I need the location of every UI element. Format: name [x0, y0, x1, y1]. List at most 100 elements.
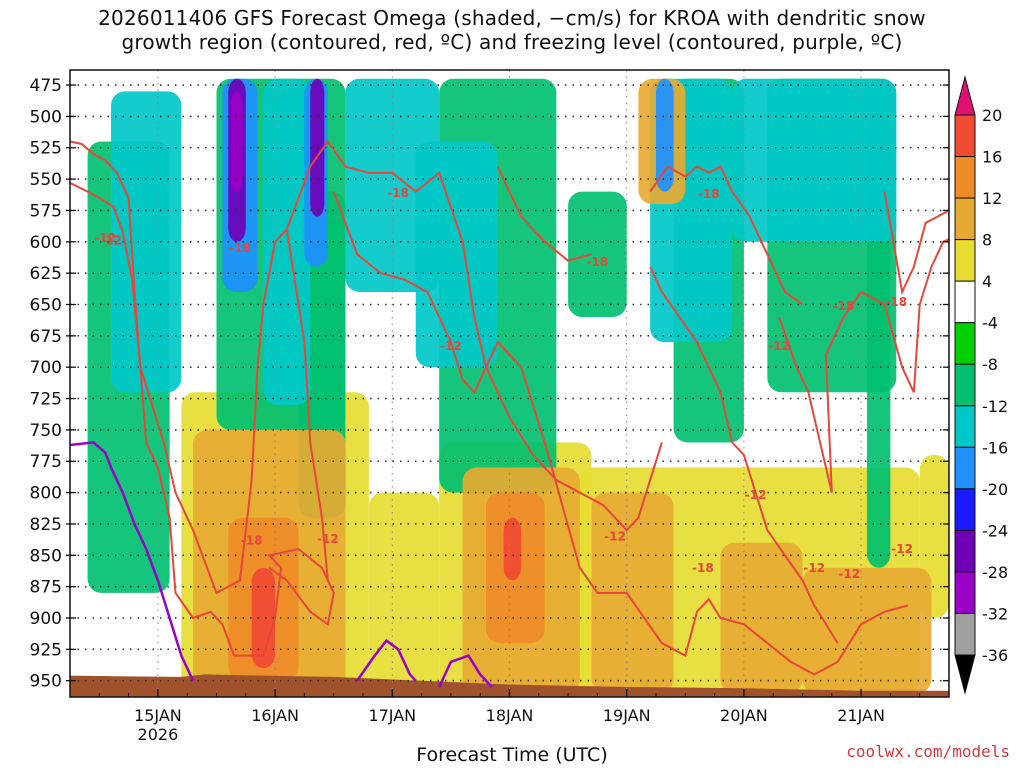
- contour-label: -12: [317, 532, 339, 546]
- colorbar-label: -36: [982, 646, 1008, 665]
- contour-label: -18: [241, 533, 263, 547]
- y-tick-label: 900: [30, 609, 62, 629]
- colorbar-top-arrow: [954, 75, 976, 116]
- omega-shade: [230, 91, 243, 192]
- x-tick-label: 19JAN: [603, 706, 651, 725]
- x-tick-label: 21JAN: [837, 706, 885, 725]
- colorbar-label: 12: [982, 189, 1002, 208]
- y-tick-label: 950: [30, 672, 62, 692]
- terrain-surface: [70, 674, 949, 697]
- y-tick-label: 550: [30, 170, 62, 190]
- colorbar-label: -4: [982, 314, 998, 333]
- colorbar-swatch: [954, 280, 976, 324]
- x-year-label: 2026: [138, 725, 179, 744]
- colorbar-label: 4: [982, 272, 992, 291]
- contour-label: -18: [698, 187, 720, 201]
- dgz-contour: [496, 166, 592, 262]
- omega-shade: [368, 492, 440, 694]
- colorbar-swatch: [954, 322, 976, 365]
- contour-label: -18: [833, 299, 855, 313]
- y-tick-label: 725: [30, 390, 62, 410]
- colorbar-label: 8: [982, 231, 992, 250]
- contour-label: -18: [692, 561, 714, 575]
- omega-shade: [310, 78, 325, 217]
- x-tick-label: 20JAN: [720, 706, 768, 725]
- y-tick-label: 675: [30, 327, 62, 347]
- omega-shade: [656, 78, 674, 192]
- x-tick-label: 16JAN: [251, 706, 299, 725]
- omega-shade: [263, 78, 311, 405]
- colorbar-bottom-arrow: [954, 654, 976, 695]
- contour-label: -18: [387, 186, 409, 200]
- dgz-contour: [70, 140, 329, 595]
- omega-shade: [415, 141, 498, 368]
- contour-label: -12: [768, 339, 790, 353]
- colorbar-label: -12: [982, 397, 1008, 416]
- y-tick-label: 875: [30, 578, 62, 598]
- y-tick-label: 525: [30, 139, 62, 159]
- colorbar-label: -8: [982, 355, 998, 374]
- colorbar-swatch: [954, 529, 976, 573]
- y-tick-label: 475: [30, 76, 62, 96]
- y-tick-label: 600: [30, 233, 62, 253]
- freezing-level-contour: [356, 638, 417, 682]
- y-tick-label: 500: [30, 107, 62, 127]
- omega-shade: [568, 191, 627, 318]
- omega-shade: [591, 492, 674, 694]
- contour-label: -12: [94, 231, 116, 245]
- y-tick-label: 750: [30, 421, 62, 441]
- contour-label: -12: [839, 567, 861, 581]
- contour-label: -12: [100, 234, 122, 248]
- omega-shade: [251, 567, 276, 669]
- contour-label: -12: [745, 488, 767, 502]
- y-tick-label: 575: [30, 201, 62, 221]
- x-tick-label: 15JAN: [134, 706, 182, 725]
- site-credit: coolwx.com/models: [846, 742, 1010, 761]
- dgz-contour: [70, 181, 335, 657]
- colorbar-swatch: [954, 446, 976, 490]
- colorbar-label: -16: [982, 438, 1008, 457]
- contour-label: -18: [885, 295, 907, 309]
- y-tick-label: 700: [30, 358, 62, 378]
- colorbar-label: -20: [982, 480, 1008, 499]
- colorbar-label: -32: [982, 604, 1008, 623]
- y-tick-label: 800: [30, 484, 62, 504]
- colorbar-label: 20: [982, 106, 1002, 125]
- colorbar-swatch: [954, 612, 976, 656]
- colorbar-label: -24: [982, 521, 1008, 540]
- omega-shade: [503, 517, 522, 581]
- colorbar-swatch: [954, 488, 976, 531]
- colorbar-label: 16: [982, 148, 1002, 167]
- omega-shade: [802, 567, 932, 694]
- omega-shade: [732, 78, 897, 242]
- x-tick-label: 18JAN: [486, 706, 534, 725]
- freezing-level-contour: [438, 654, 493, 688]
- chart-title-line2: growth region (contoured, red, ºC) and f…: [121, 30, 903, 54]
- colorbar-label: -28: [982, 563, 1008, 582]
- dgz-contour: [649, 266, 839, 644]
- chart-title-line1: 2026011406 GFS Forecast Omega (shaded, −…: [98, 6, 926, 30]
- contour-label: -18: [587, 255, 609, 269]
- y-tick-label: 925: [30, 640, 62, 660]
- dgz-contour: [778, 238, 949, 493]
- colorbar-swatch: [954, 405, 976, 448]
- contour-label: -12: [440, 339, 462, 353]
- contour-label: -12: [604, 529, 626, 543]
- y-tick-label: 850: [30, 546, 62, 566]
- contour-label: -12: [891, 542, 913, 556]
- colorbar-swatch: [954, 571, 976, 614]
- colorbar-swatch: [954, 363, 976, 407]
- contour-label: -18: [229, 241, 251, 255]
- y-tick-label: 625: [30, 264, 62, 284]
- y-tick-label: 775: [30, 452, 62, 472]
- colorbar-swatch: [954, 156, 976, 199]
- freezing-level-contour: [70, 441, 195, 682]
- dgz-contour: [332, 191, 909, 676]
- contour-label: -12: [803, 561, 825, 575]
- colorbar-swatch: [954, 114, 976, 158]
- colorbar-swatch: [954, 197, 976, 241]
- dgz-contour: [883, 191, 949, 296]
- x-axis-label: Forecast Time (UTC): [416, 744, 608, 766]
- y-tick-label: 825: [30, 515, 62, 535]
